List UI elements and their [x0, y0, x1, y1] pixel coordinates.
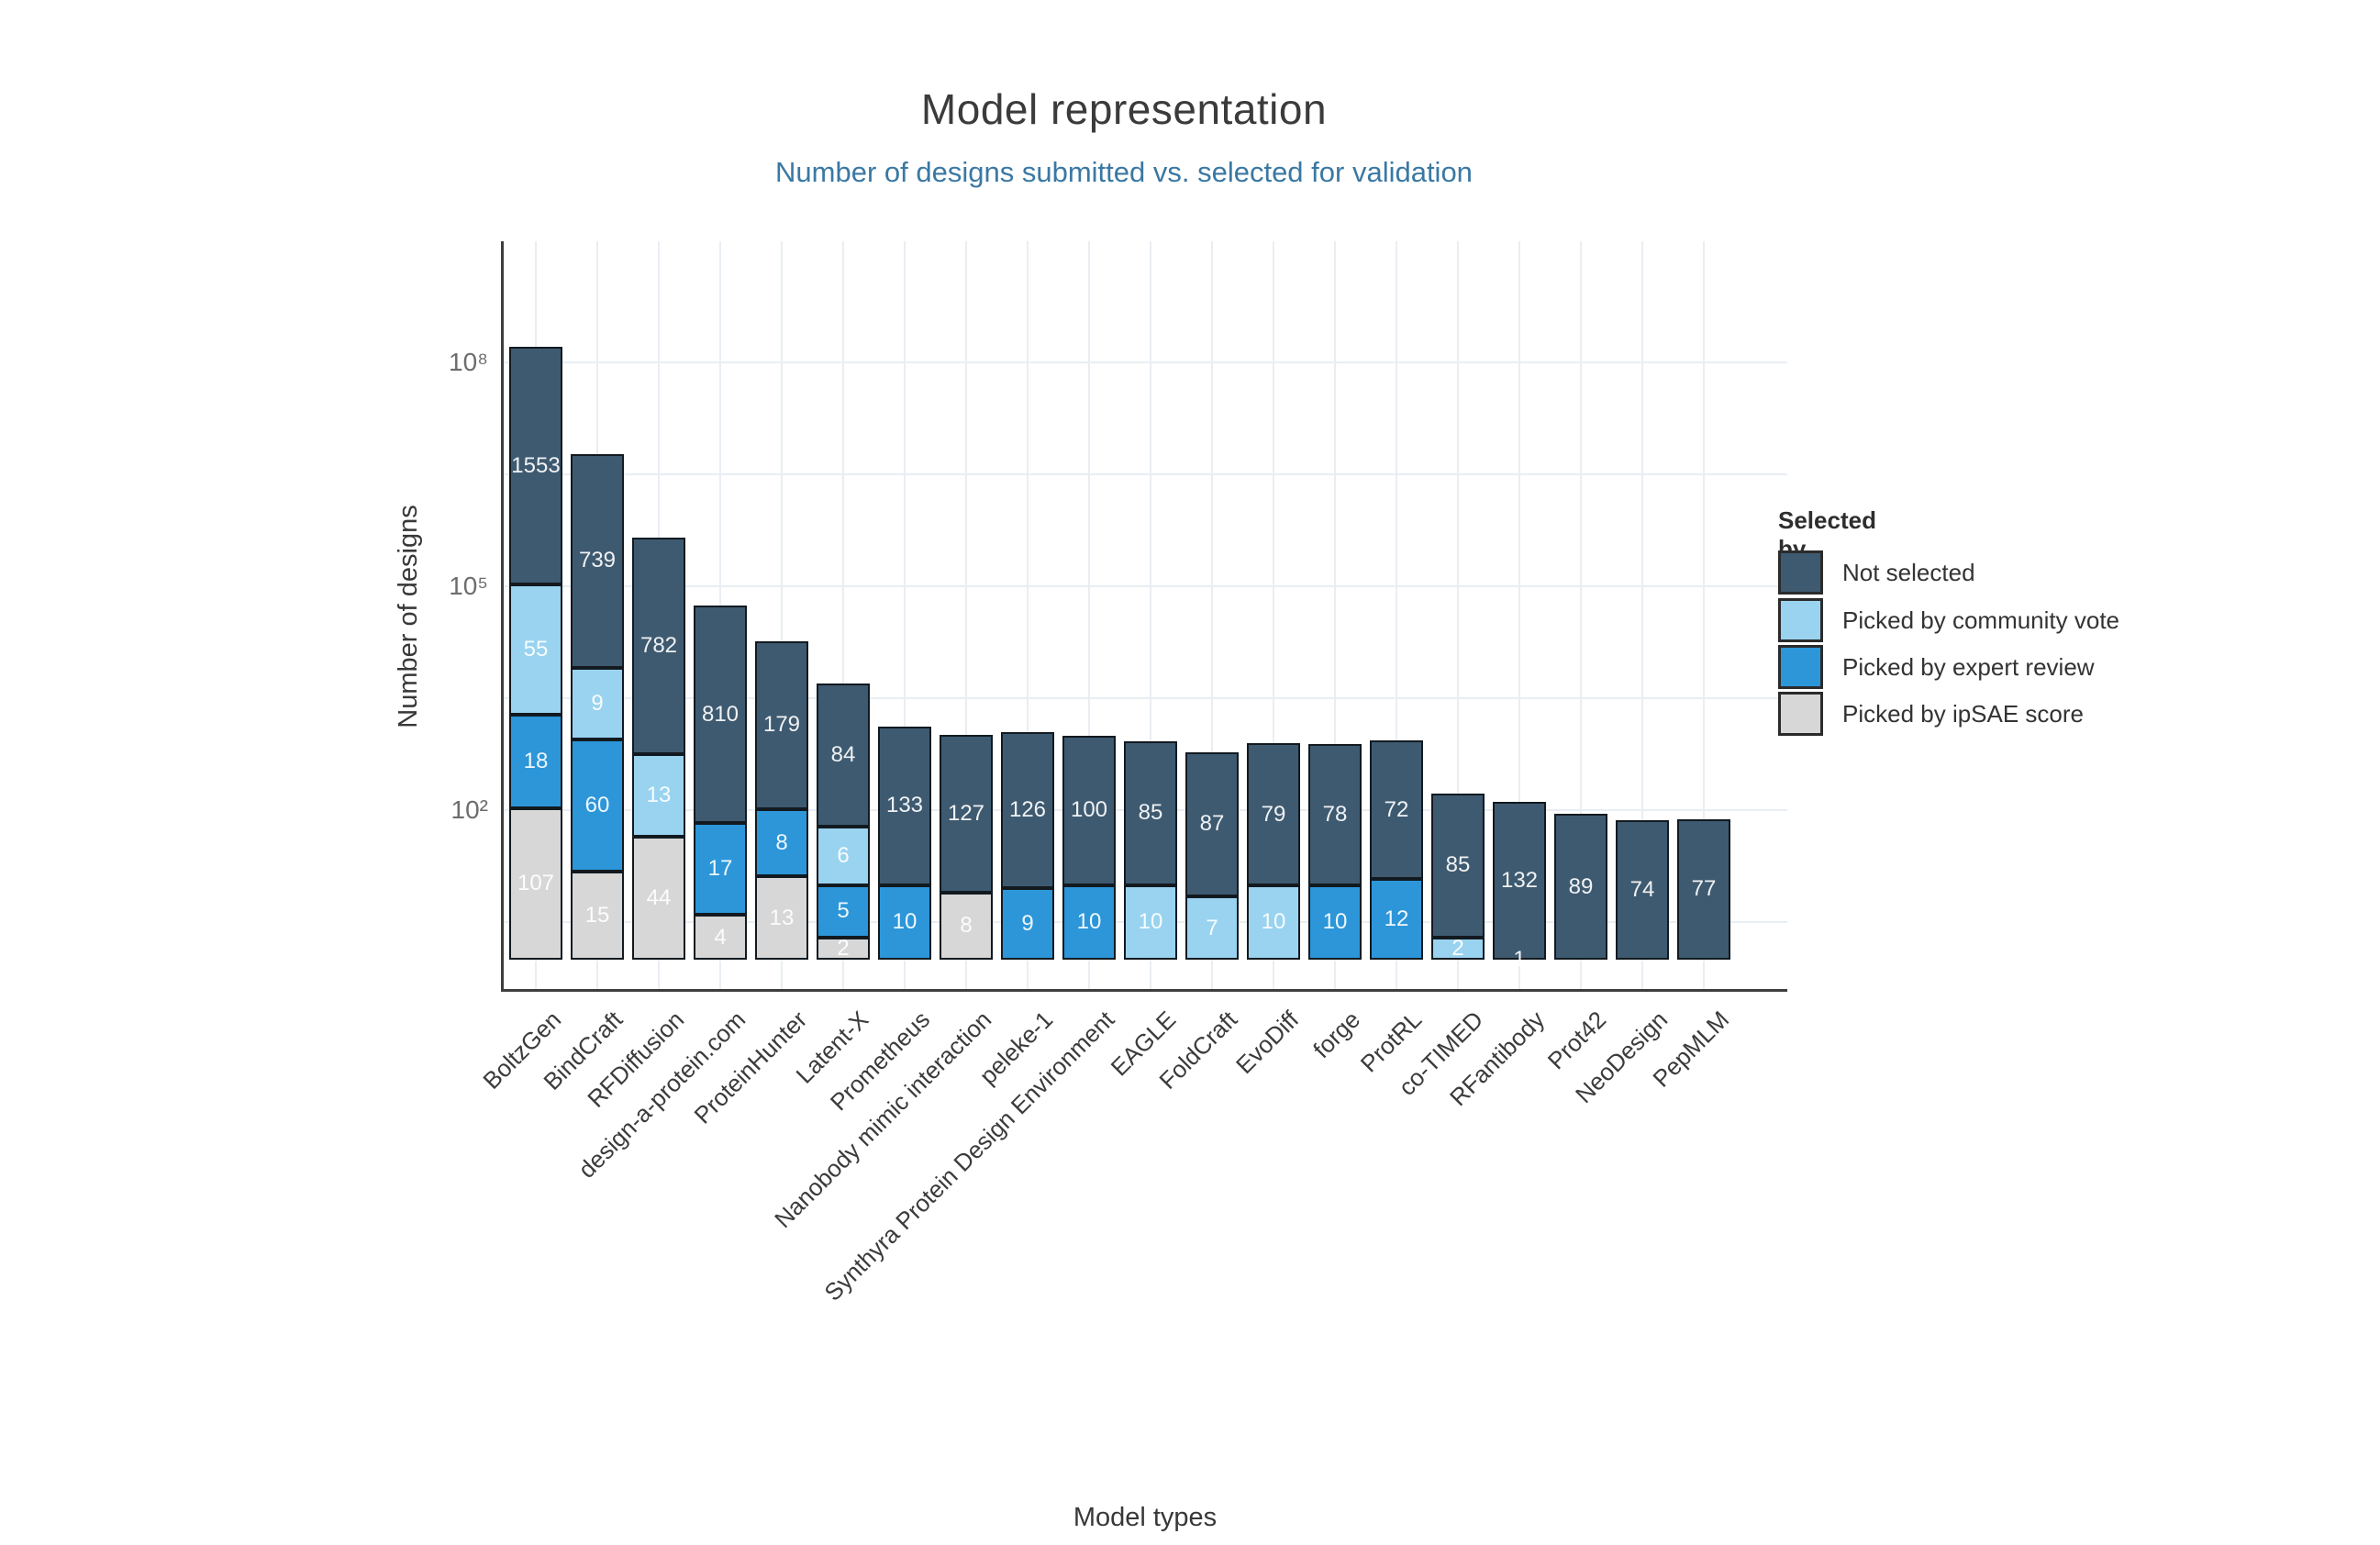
gridline-horizontal [504, 585, 1787, 588]
y-axis-line [501, 241, 504, 992]
bar-segment-not_selected[interactable] [1370, 740, 1423, 880]
y-tick-label: 10⁸ [449, 348, 488, 377]
legend-item-label[interactable]: Picked by ipSAE score [1842, 700, 2085, 728]
gridline-vertical [1518, 241, 1520, 989]
bar-segment-not_selected[interactable] [509, 346, 562, 585]
bar-segment-expert[interactable] [1062, 884, 1116, 960]
gridline-vertical [1457, 241, 1459, 989]
legend-item-label[interactable]: Picked by community vote [1842, 606, 2120, 634]
legend-swatch-expert[interactable] [1778, 645, 1823, 689]
bar-segment-not_selected[interactable] [1308, 743, 1362, 885]
gridline-vertical [1580, 241, 1582, 989]
gridline-vertical [1396, 241, 1397, 989]
legend-swatch-ipsae[interactable] [1778, 692, 1823, 736]
y-tick-label: 10⁵ [449, 572, 488, 601]
y-tick-label: 10² [450, 795, 488, 825]
bar-segment-not_selected[interactable] [1185, 751, 1239, 897]
legend-swatch-community[interactable] [1778, 598, 1823, 642]
chart-subtitle: Number of designs submitted vs. selected… [775, 156, 1473, 188]
bar-segment-expert[interactable] [878, 884, 931, 960]
bar-segment-ipsae[interactable] [509, 807, 562, 960]
gridline-vertical [965, 241, 967, 989]
bar-segment-expert[interactable] [1308, 884, 1362, 960]
bar-segment-expert[interactable] [571, 739, 624, 873]
bar-segment-ipsae[interactable] [694, 915, 747, 960]
x-axis-title: Model types [1073, 1503, 1218, 1532]
bar-segment-ipsae[interactable] [755, 876, 808, 960]
bar-segment-not_selected[interactable] [878, 726, 931, 885]
bar-segment-not_selected[interactable] [1616, 819, 1669, 960]
bar-segment-ipsae[interactable] [571, 872, 624, 960]
bar-segment-not_selected[interactable] [694, 606, 747, 823]
gridline-vertical [1703, 241, 1705, 989]
bar-segment-community[interactable] [1431, 937, 1485, 960]
bar-segment-community[interactable] [571, 668, 624, 739]
gridline-horizontal [504, 473, 1787, 476]
bar-segment-ipsae[interactable] [817, 937, 870, 960]
bar-segment-not_selected[interactable] [755, 640, 808, 809]
bar-segment-not_selected[interactable] [940, 735, 993, 893]
bar-segment-community[interactable] [1185, 896, 1239, 960]
gridline-horizontal [504, 697, 1787, 700]
bar-segment-expert[interactable] [694, 822, 747, 916]
bar-segment-not_selected[interactable] [1431, 793, 1485, 938]
gridline-vertical [1088, 241, 1090, 989]
legend-swatch-not_selected[interactable] [1778, 550, 1823, 595]
bar-segment-community[interactable] [1124, 884, 1177, 960]
gridline-vertical [1027, 241, 1029, 989]
bar-segment-ipsae[interactable] [940, 892, 993, 960]
bar-segment-not_selected[interactable] [571, 453, 624, 669]
legend-item-label[interactable]: Not selected [1842, 559, 1975, 586]
bar-segment-not_selected[interactable] [1124, 740, 1177, 885]
bar-segment-expert[interactable] [1370, 879, 1423, 960]
bar-segment-expert[interactable] [509, 714, 562, 808]
gridline-vertical [904, 241, 906, 989]
bar-segment-expert[interactable] [817, 884, 870, 938]
gridline-horizontal [504, 361, 1787, 364]
bar-segment-not_selected[interactable] [1677, 818, 1730, 960]
bar-segment-ipsae[interactable] [632, 837, 685, 960]
bar-segment-expert[interactable] [1001, 888, 1054, 960]
bar-segment-community[interactable] [817, 827, 870, 885]
page-title: Model representation [920, 85, 1328, 133]
bar-segment-not_selected[interactable] [1062, 736, 1116, 885]
gridline-vertical [781, 241, 783, 989]
bar-segment-not_selected[interactable] [632, 538, 685, 754]
bar-segment-not_selected[interactable] [1001, 731, 1054, 889]
bar-segment-community[interactable] [1247, 884, 1300, 960]
bar-segment-not_selected[interactable] [1493, 801, 1546, 960]
bar-segment-community[interactable] [632, 753, 685, 838]
bar-segment-not_selected[interactable] [817, 683, 870, 828]
gridline-vertical [1211, 241, 1213, 989]
legend-item-label[interactable]: Picked by expert review [1842, 653, 2095, 681]
y-axis-title: Number of designs [394, 505, 423, 728]
gridline-vertical [1334, 241, 1336, 989]
gridline-vertical [1641, 241, 1643, 989]
bar-segment-community[interactable] [509, 584, 562, 715]
bar-segment-not_selected[interactable] [1554, 814, 1607, 960]
bar-segment-expert[interactable] [755, 808, 808, 877]
x-axis-line [501, 989, 1787, 992]
gridline-vertical [1273, 241, 1274, 989]
gridline-vertical [1150, 241, 1151, 989]
gridline-vertical [842, 241, 844, 989]
bar-segment-not_selected[interactable] [1247, 743, 1300, 885]
